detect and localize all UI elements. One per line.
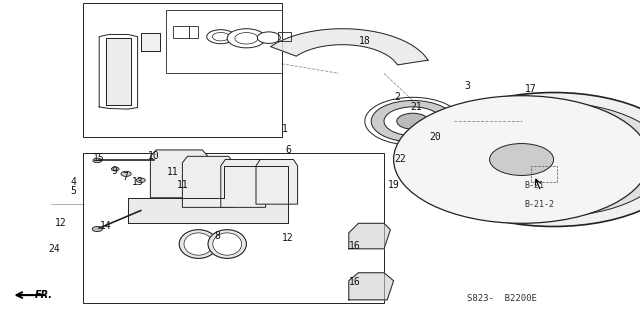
Text: 13: 13 bbox=[132, 177, 143, 187]
Polygon shape bbox=[271, 29, 428, 65]
Polygon shape bbox=[141, 33, 160, 51]
Text: B-21-2: B-21-2 bbox=[525, 200, 555, 209]
Circle shape bbox=[384, 107, 442, 136]
Text: 21: 21 bbox=[410, 102, 422, 112]
Circle shape bbox=[136, 178, 145, 182]
Text: 17: 17 bbox=[525, 84, 537, 94]
Circle shape bbox=[93, 158, 102, 163]
Polygon shape bbox=[221, 160, 266, 207]
Bar bbox=[83, 153, 384, 303]
Text: 7: 7 bbox=[122, 172, 128, 182]
Text: 16: 16 bbox=[349, 241, 361, 251]
Text: 20: 20 bbox=[429, 132, 441, 142]
Text: 24: 24 bbox=[49, 244, 60, 254]
Circle shape bbox=[371, 100, 454, 142]
Text: 6: 6 bbox=[285, 145, 291, 155]
Ellipse shape bbox=[184, 233, 212, 255]
Polygon shape bbox=[106, 38, 131, 105]
Text: 18: 18 bbox=[359, 36, 371, 47]
Bar bbox=[173, 26, 189, 38]
Text: 16: 16 bbox=[349, 277, 361, 287]
Text: 1: 1 bbox=[282, 124, 288, 134]
Circle shape bbox=[490, 144, 554, 175]
Circle shape bbox=[440, 103, 640, 216]
Text: 19: 19 bbox=[388, 180, 399, 190]
Bar bbox=[83, 3, 282, 137]
Circle shape bbox=[568, 193, 591, 205]
Text: S823-  B2200E: S823- B2200E bbox=[467, 294, 537, 303]
Text: 8: 8 bbox=[214, 231, 221, 241]
Circle shape bbox=[568, 114, 591, 126]
Polygon shape bbox=[150, 150, 208, 198]
Circle shape bbox=[397, 113, 429, 129]
Circle shape bbox=[475, 178, 498, 189]
Polygon shape bbox=[349, 223, 390, 249]
Text: 9: 9 bbox=[111, 166, 117, 176]
Polygon shape bbox=[349, 273, 394, 300]
Circle shape bbox=[111, 167, 119, 171]
Text: 11: 11 bbox=[177, 180, 188, 190]
Text: 15: 15 bbox=[93, 153, 105, 163]
Circle shape bbox=[419, 93, 640, 226]
Circle shape bbox=[394, 96, 640, 223]
Circle shape bbox=[518, 142, 589, 177]
Text: 2: 2 bbox=[394, 92, 400, 102]
Text: B-21: B-21 bbox=[525, 181, 545, 189]
Bar bbox=[189, 26, 198, 38]
Circle shape bbox=[227, 29, 266, 48]
Circle shape bbox=[207, 30, 235, 44]
Ellipse shape bbox=[179, 230, 218, 258]
Polygon shape bbox=[256, 160, 298, 204]
Text: 22: 22 bbox=[394, 154, 406, 165]
Text: 5: 5 bbox=[70, 186, 77, 197]
Text: 11: 11 bbox=[167, 167, 179, 177]
Circle shape bbox=[212, 33, 229, 41]
Polygon shape bbox=[128, 166, 288, 223]
Circle shape bbox=[475, 130, 498, 141]
Text: 12: 12 bbox=[55, 218, 67, 228]
Text: 3: 3 bbox=[464, 81, 470, 91]
Bar bbox=[531, 166, 557, 182]
Text: 10: 10 bbox=[148, 151, 159, 161]
Ellipse shape bbox=[212, 233, 242, 255]
Circle shape bbox=[235, 33, 258, 44]
Text: FR.: FR. bbox=[35, 290, 53, 300]
Circle shape bbox=[625, 154, 640, 165]
Circle shape bbox=[92, 226, 102, 232]
Text: 12: 12 bbox=[282, 233, 294, 243]
Ellipse shape bbox=[208, 230, 246, 258]
Circle shape bbox=[121, 171, 131, 176]
Polygon shape bbox=[182, 156, 234, 207]
Bar bbox=[166, 10, 282, 73]
Circle shape bbox=[257, 32, 280, 43]
Text: 14: 14 bbox=[100, 221, 111, 232]
Text: 4: 4 bbox=[70, 177, 77, 187]
